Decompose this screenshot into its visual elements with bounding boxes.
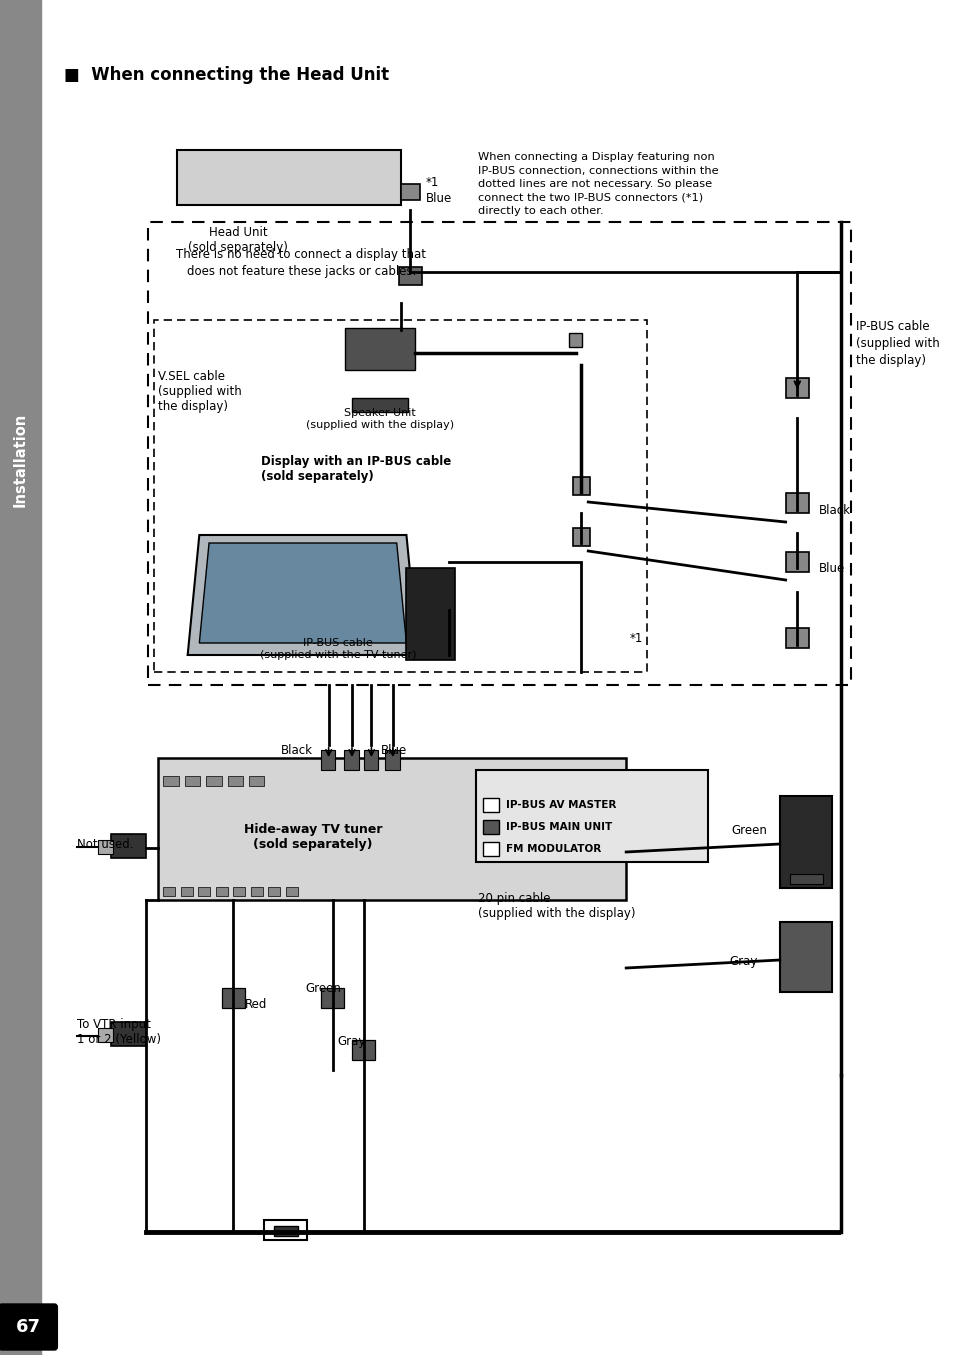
Bar [483, 841, 498, 856]
Bar [779, 795, 831, 888]
Text: Green: Green [305, 981, 340, 995]
Bar [344, 751, 358, 770]
Bar [233, 888, 245, 896]
Bar [185, 776, 200, 786]
Bar [98, 1028, 112, 1042]
Bar [406, 568, 455, 660]
Bar [352, 1041, 375, 1060]
Text: When connecting a Display featuring non
IP-BUS connection, connections within th: When connecting a Display featuring non … [477, 152, 719, 217]
Text: FM MODULATOR: FM MODULATOR [505, 844, 600, 854]
Text: Installation: Installation [13, 413, 28, 507]
Bar [398, 267, 421, 285]
Bar [320, 751, 335, 770]
Text: Blue: Blue [425, 191, 452, 205]
Bar [98, 840, 112, 854]
Polygon shape [199, 543, 406, 644]
Bar [572, 528, 590, 546]
Text: *1: *1 [425, 176, 438, 190]
Text: Red: Red [245, 999, 267, 1011]
Bar [221, 988, 245, 1008]
Bar [198, 888, 210, 896]
Bar [785, 493, 808, 514]
Text: ■  When connecting the Head Unit: ■ When connecting the Head Unit [64, 66, 389, 84]
Bar [345, 328, 415, 370]
Bar [215, 888, 227, 896]
Bar [320, 988, 344, 1008]
FancyBboxPatch shape [0, 1304, 57, 1350]
Bar [264, 1220, 307, 1240]
Bar [785, 551, 808, 572]
Text: Green: Green [730, 824, 766, 836]
Bar [779, 921, 831, 992]
Bar [0, 0, 41, 1355]
Text: To VTR input
1 or 2 (Yellow): To VTR input 1 or 2 (Yellow) [77, 1018, 161, 1046]
Text: Gray: Gray [337, 1035, 366, 1049]
Bar [163, 776, 179, 786]
Bar [249, 776, 264, 786]
Bar [181, 888, 193, 896]
Polygon shape [188, 535, 417, 654]
Text: Hide-away TV tuner
(sold separately): Hide-away TV tuner (sold separately) [244, 822, 382, 851]
Bar [785, 627, 808, 648]
Text: Display with an IP-BUS cable
(sold separately): Display with an IP-BUS cable (sold separ… [260, 455, 451, 482]
Text: 20 pin cable
(supplied with the display): 20 pin cable (supplied with the display) [477, 892, 636, 920]
Bar [363, 751, 377, 770]
Text: Speaker Unit
(supplied with the display): Speaker Unit (supplied with the display) [306, 408, 454, 430]
Bar [227, 776, 243, 786]
Text: Black: Black [281, 744, 313, 756]
Bar [400, 184, 419, 201]
Bar [176, 150, 400, 205]
Text: V.SEL cable
(supplied with
the display): V.SEL cable (supplied with the display) [158, 370, 242, 413]
Bar [268, 888, 280, 896]
Text: Head Unit
(sold separately): Head Unit (sold separately) [188, 226, 288, 253]
Bar [568, 333, 582, 347]
Bar [251, 888, 262, 896]
Bar [111, 1022, 146, 1046]
Text: IP-BUS cable
(supplied with the TV tuner): IP-BUS cable (supplied with the TV tuner… [260, 638, 416, 660]
Text: IP-BUS cable
(supplied with
the display): IP-BUS cable (supplied with the display) [855, 320, 939, 367]
Bar [572, 477, 590, 495]
Text: Not used.: Not used. [77, 839, 133, 851]
Text: 67: 67 [15, 1318, 41, 1336]
Bar [483, 820, 498, 833]
Text: Blue: Blue [381, 744, 407, 756]
Bar [153, 320, 646, 672]
Text: Blue: Blue [818, 561, 844, 575]
Bar [785, 378, 808, 398]
Bar [789, 874, 821, 883]
Text: There is no need to connect a display that
does not feature these jacks or cable: There is no need to connect a display th… [176, 248, 426, 278]
Bar [483, 798, 498, 812]
Text: Gray: Gray [728, 955, 757, 969]
Bar [163, 888, 174, 896]
Bar [286, 888, 297, 896]
Bar [111, 833, 146, 858]
Bar [206, 776, 221, 786]
Text: IP-BUS AV MASTER: IP-BUS AV MASTER [505, 799, 616, 810]
Text: *1: *1 [629, 631, 642, 645]
Bar [352, 398, 408, 412]
Bar [157, 757, 625, 900]
Text: Black: Black [818, 504, 850, 516]
Bar [274, 1226, 297, 1236]
Bar [476, 770, 707, 862]
Bar [385, 751, 399, 770]
Text: IP-BUS MAIN UNIT: IP-BUS MAIN UNIT [505, 822, 611, 832]
Bar [148, 222, 850, 686]
